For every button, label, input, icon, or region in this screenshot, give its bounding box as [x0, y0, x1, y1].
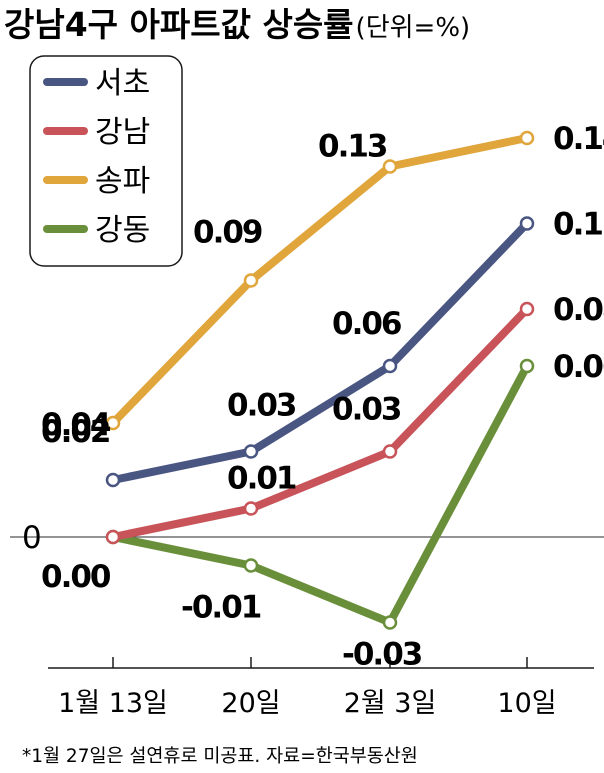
data-point-seocho-3 [519, 216, 535, 231]
x-tick-label-1: 20일 [221, 688, 280, 719]
legend-label-songpa: 송파 [95, 164, 150, 199]
series-line-seocho [109, 219, 531, 484]
data-label-gangnam-1: 0.01 [227, 461, 296, 497]
data-label-seocho-1: 0.03 [227, 388, 296, 424]
data-labels: 0.02 0.03 0.06 0.11 0.00 0.01 0.03 0.08 0.04 0.09… [41, 121, 604, 673]
legend-label-gangdong: 강동 [95, 213, 150, 248]
data-label-gangnam-2: 0.03 [332, 392, 401, 428]
data-point-gangnam-3 [519, 301, 535, 317]
footnote: *1월 27일은 설연휴로 미공표. 자료=한국부동산원 [22, 746, 418, 767]
data-point-seocho-1 [243, 444, 259, 459]
data-label-gangnam-3: 0.08 [553, 292, 604, 328]
series-points [105, 130, 535, 630]
data-point-seocho-0 [105, 472, 121, 488]
data-label-seocho-3: 0.11 [553, 207, 604, 243]
data-label-seocho-0: 0.02 [41, 414, 110, 450]
data-point-gangnam-1 [243, 501, 259, 516]
data-label-songpa-3: 0.14 [553, 121, 604, 157]
data-point-gangdong-2 [382, 615, 398, 630]
chart-title-unit: (단위=%) [356, 13, 471, 43]
data-point-songpa-0 [105, 415, 121, 431]
series-line-gangnam [109, 305, 531, 541]
data-point-gangnam-2 [382, 444, 398, 459]
data-label-gangdong-3: 0.06 [553, 349, 604, 385]
data-label-seocho-2: 0.06 [332, 306, 401, 342]
data-label-songpa-2: 0.13 [318, 129, 387, 165]
x-tick-label-0: 1월 13일 [58, 688, 168, 719]
series-lines [109, 134, 531, 627]
legend-label-gangnam: 강남 [95, 115, 150, 150]
chart-title-main: 강남4구 아파트값 상승률 [4, 5, 354, 44]
data-point-gangdong-3 [519, 358, 535, 374]
data-point-seocho-2 [382, 358, 398, 374]
x-tick-label-3: 10일 [497, 688, 556, 719]
chart-title: 강남4구 아파트값 상승률(단위=%) [4, 5, 470, 44]
series-line-songpa [109, 134, 531, 427]
data-label-songpa-0: 0.04 [41, 407, 111, 443]
data-point-songpa-3 [519, 130, 535, 146]
data-point-songpa-2 [382, 159, 398, 174]
data-label-gangdong-1: -0.01 [181, 590, 261, 626]
data-label-gangdong-2: -0.03 [342, 637, 422, 673]
x-tick-label-2: 2월 3일 [344, 688, 437, 719]
data-label-gangnam-0: 0.00 [41, 559, 111, 595]
data-point-songpa-1 [243, 273, 259, 288]
data-label-songpa-1: 0.09 [193, 215, 262, 251]
legend-label-seocho: 서초 [95, 66, 150, 101]
zero-label: 0 [22, 520, 42, 556]
legend-box [29, 55, 183, 267]
data-point-gangnam-0 [105, 529, 121, 545]
series-line-gangdong [109, 362, 531, 627]
x-axis: 1월 13일 20일 2월 3일 10일 [48, 657, 594, 719]
data-point-gangdong-1 [243, 558, 259, 573]
